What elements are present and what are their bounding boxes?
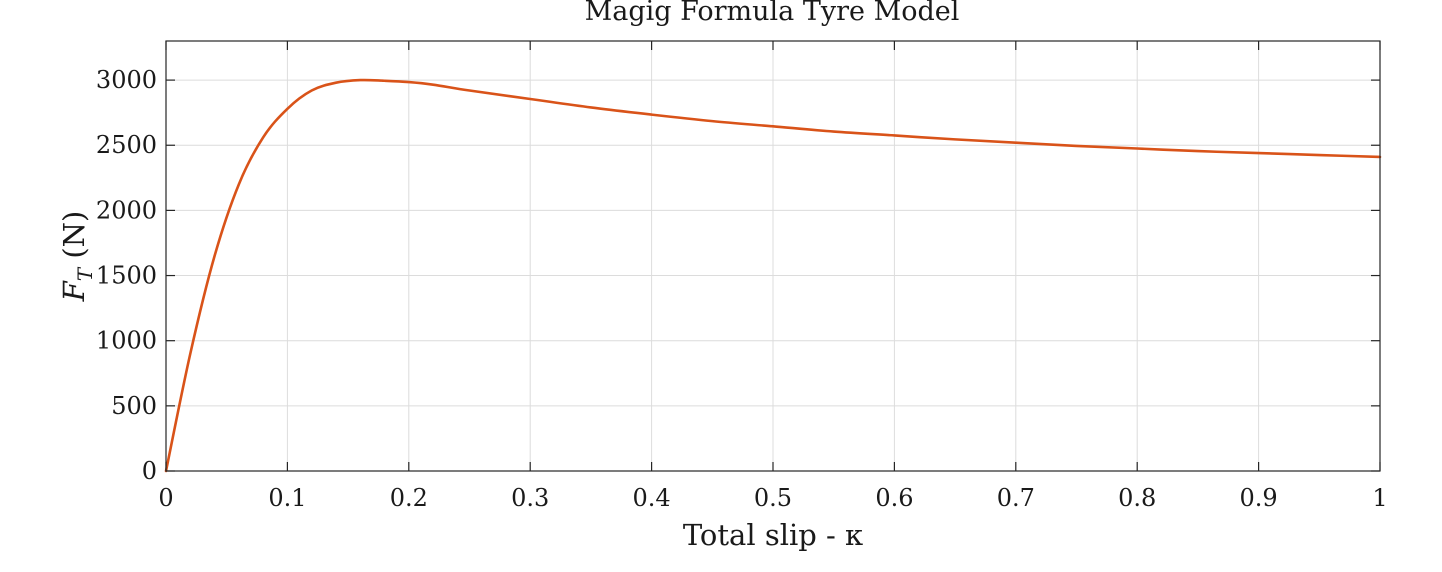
x-tick-label: 0.5 bbox=[754, 484, 792, 512]
x-tick-label: 0.9 bbox=[1240, 484, 1278, 512]
y-axis-label-unit: (N) bbox=[57, 211, 91, 268]
x-tick-label: 0.4 bbox=[633, 484, 671, 512]
y-tick-label: 2000 bbox=[96, 196, 157, 224]
y-tick-label: 0 bbox=[142, 457, 157, 485]
y-tick-label: 3000 bbox=[96, 66, 157, 94]
y-axis-label-subscript: T bbox=[73, 266, 97, 281]
x-tick-label: 0.6 bbox=[875, 484, 913, 512]
y-tick-labels: 0 500 1000 1500 2000 2500 3000 bbox=[96, 66, 157, 485]
x-tick-label: 0.7 bbox=[997, 484, 1035, 512]
x-tick-labels: 0 0.1 0.2 0.3 0.4 0.5 0.6 0.7 0.8 0.9 1 bbox=[158, 484, 1387, 512]
x-tick-label: 0.8 bbox=[1118, 484, 1156, 512]
x-tick-label: 0.1 bbox=[268, 484, 306, 512]
x-axis-label: Total slip - κ bbox=[683, 518, 863, 552]
y-tick-label: 500 bbox=[111, 392, 157, 420]
series-line bbox=[164, 78, 1382, 473]
y-tick-label: 1000 bbox=[96, 327, 157, 355]
x-tick-label: 0.2 bbox=[390, 484, 428, 512]
y-axis-label: FT (N) bbox=[57, 211, 97, 303]
y-axis-label-symbol: F bbox=[57, 280, 91, 302]
grid bbox=[166, 41, 1380, 471]
y-tick-label: 1500 bbox=[96, 262, 157, 290]
x-tick-label: 1 bbox=[1372, 484, 1387, 512]
chart-title: Magig Formula Tyre Model bbox=[585, 0, 960, 27]
x-tick-label: 0 bbox=[158, 484, 173, 512]
y-tick-label: 2500 bbox=[96, 131, 157, 159]
ticks bbox=[165, 41, 1381, 472]
x-tick-label: 0.3 bbox=[511, 484, 549, 512]
